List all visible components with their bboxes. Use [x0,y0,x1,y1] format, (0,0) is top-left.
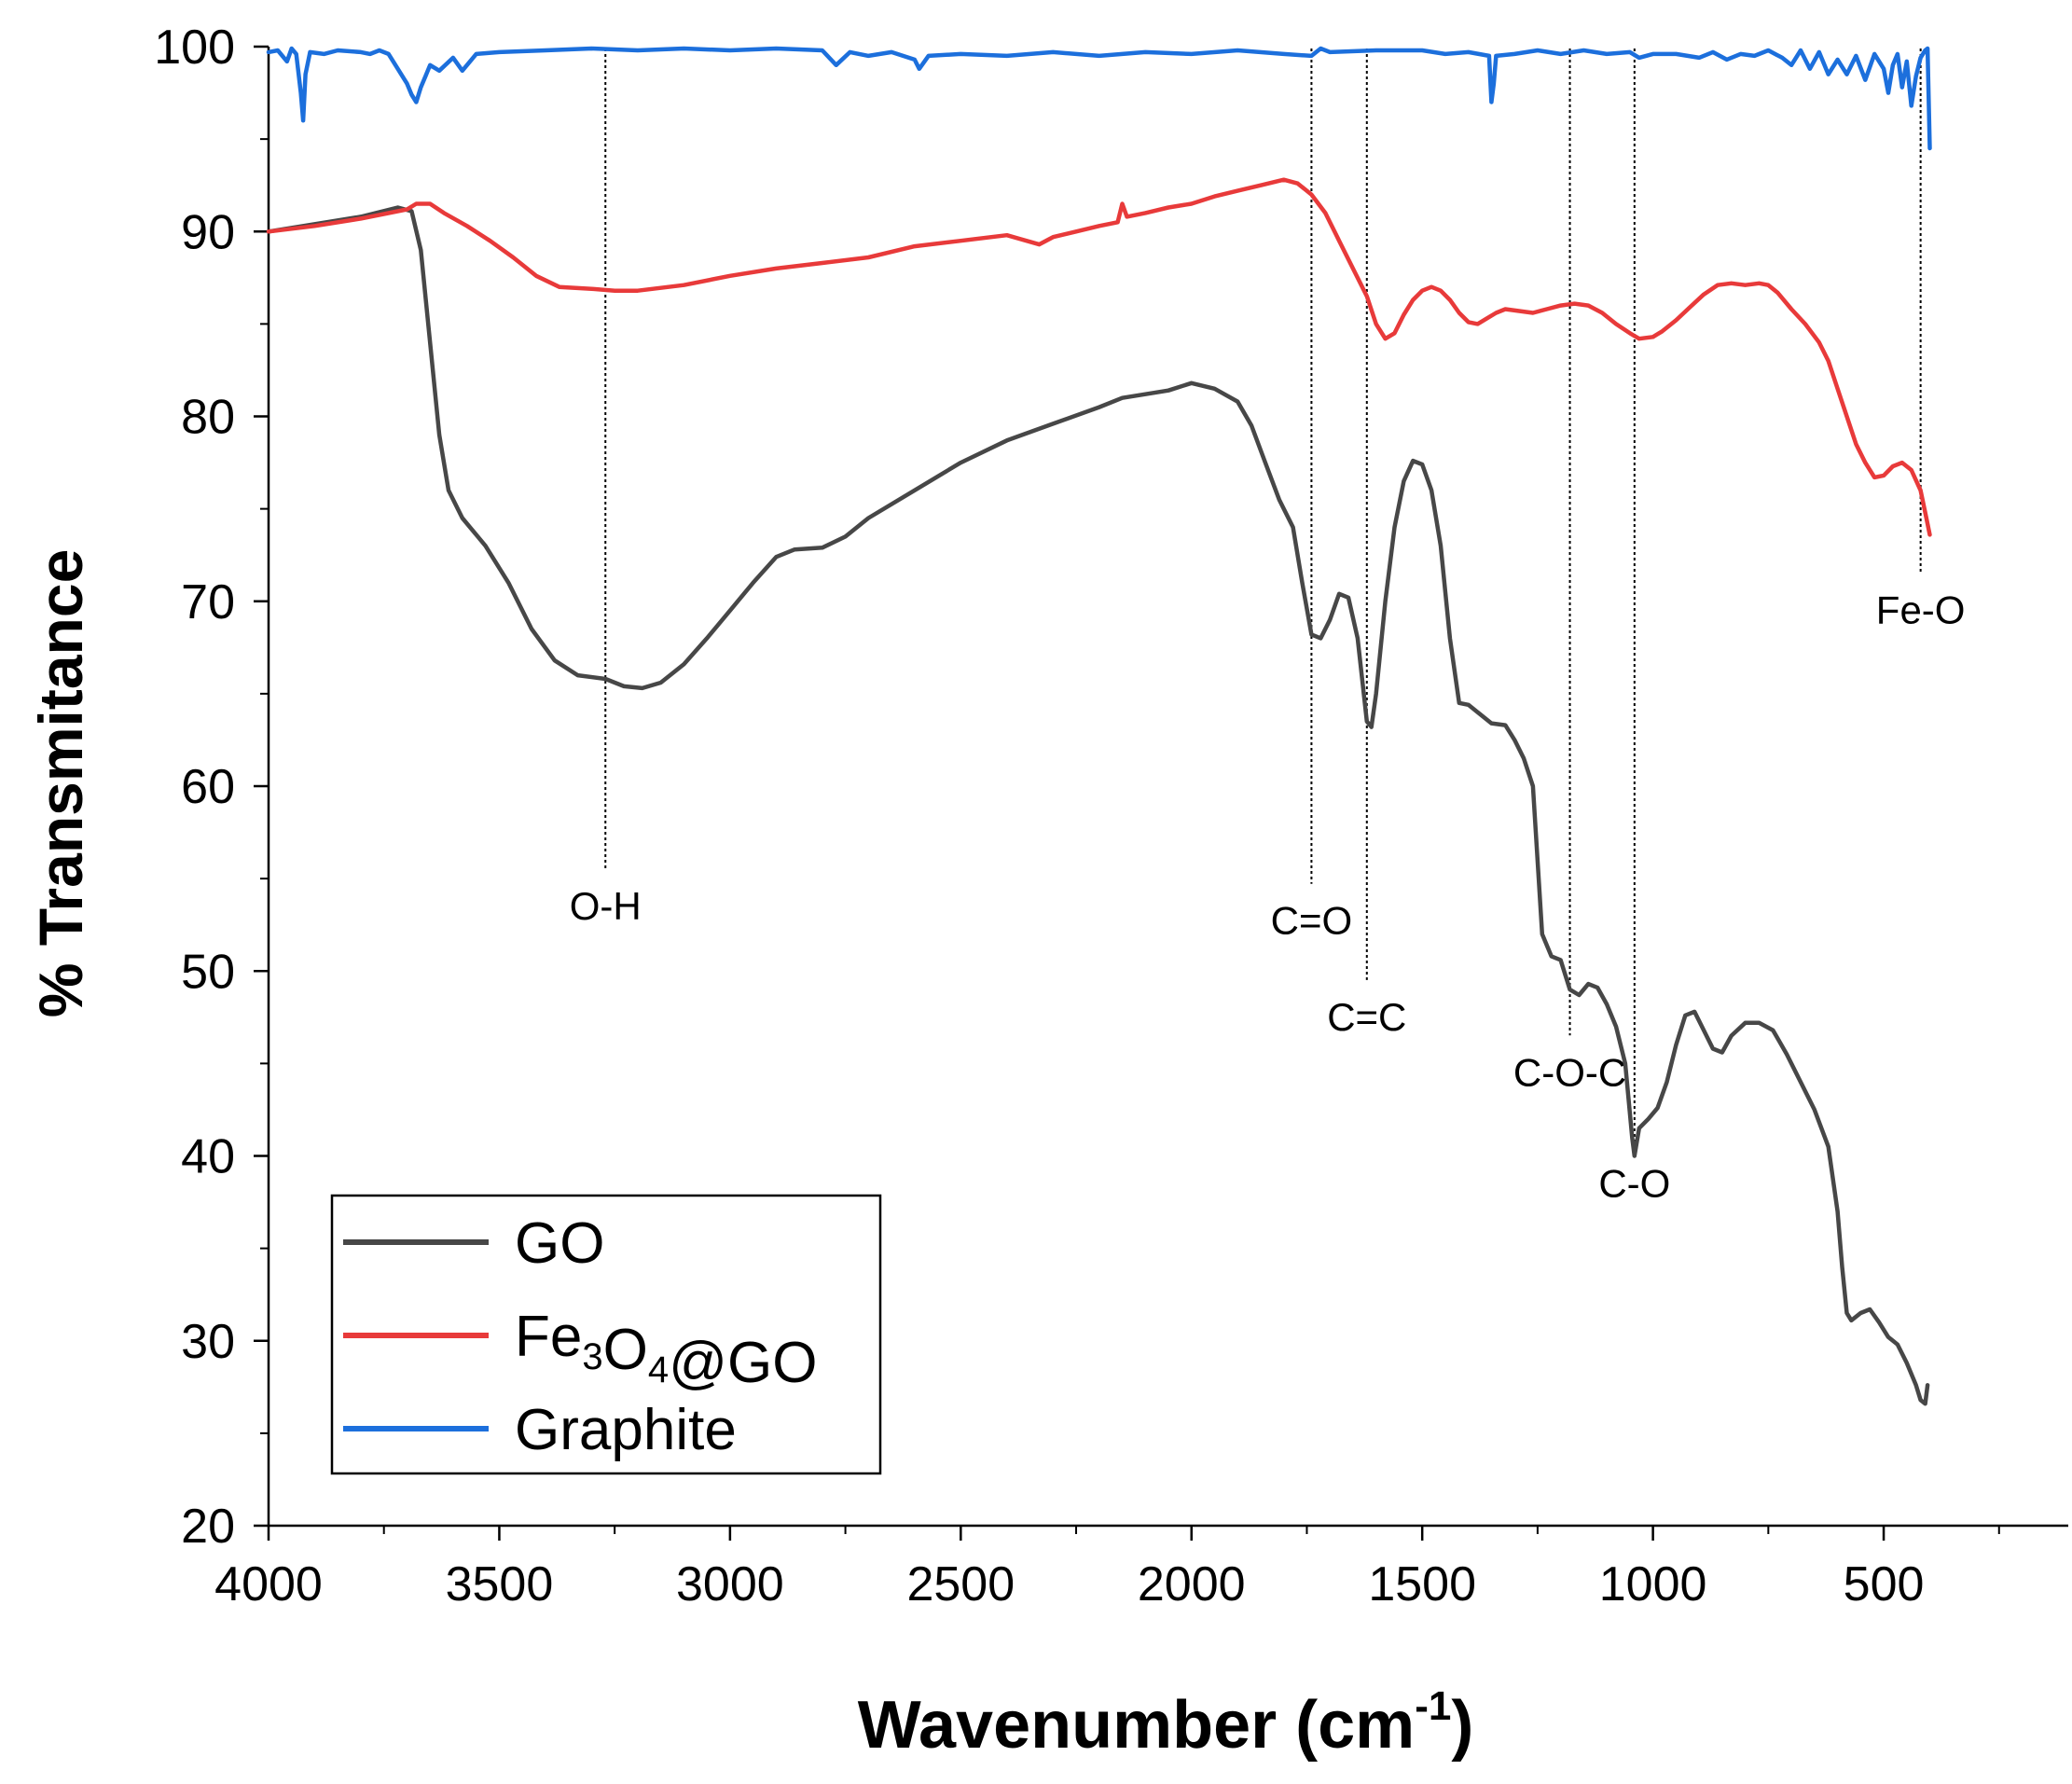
annotation-label: C=C [1327,995,1406,1039]
y-tick-label: 60 [181,760,235,814]
y-tick-label: 30 [181,1315,235,1369]
x-tick-label: 500 [1844,1557,1925,1611]
legend-label: GO [515,1211,604,1276]
x-tick-label: 2500 [906,1557,1015,1611]
y-tick-label: 20 [181,1500,235,1554]
series-line-Graphite [266,46,1932,151]
x-tick-label: 4000 [214,1557,323,1611]
x-tick-label: 2000 [1138,1557,1246,1611]
x-axis-title-main: Wavenumber (cm [858,1688,1415,1763]
annotation-label: C=O [1271,899,1353,943]
series-line-GO [266,205,1930,1406]
annotation-label: Fe-O [1876,588,1966,632]
y-tick-label: 70 [181,575,235,629]
x-tick-label: 1500 [1368,1557,1476,1611]
x-tick-label: 3500 [446,1557,554,1611]
legend-label: Fe3O4@GO [515,1305,817,1395]
y-axis-title: % Transmitance [26,549,95,1018]
y-axis: 20 30 40 50 60 70 80 90 100 [154,21,269,1554]
y-tick-label: 90 [181,205,235,259]
x-tick-label: 3000 [676,1557,784,1611]
annotation-label: O-H [570,884,642,928]
x-axis-title-sup: -1 [1415,1683,1451,1729]
series-line-Fe3O4@GO [266,177,1932,537]
y-tick-label: 100 [154,21,235,75]
x-axis-title: Wavenumber (cm-1) [858,1683,1474,1763]
x-tick-label: 1000 [1599,1557,1707,1611]
x-axis: 4000 3500 3000 2500 2000 1500 1000 500 [214,1526,2000,1611]
legend-label: Graphite [515,1398,737,1462]
y-tick-label: 80 [181,391,235,445]
annotations: O-H C=O C=C C-O-C C-O Fe-O [570,48,1966,1205]
annotation-label: C-O-C [1513,1050,1626,1094]
x-axis-title-close: ) [1451,1688,1473,1763]
series-lines [266,46,1932,1406]
y-tick-label: 40 [181,1130,235,1184]
annotation-label: C-O [1598,1161,1670,1205]
y-tick-label: 50 [181,945,235,999]
